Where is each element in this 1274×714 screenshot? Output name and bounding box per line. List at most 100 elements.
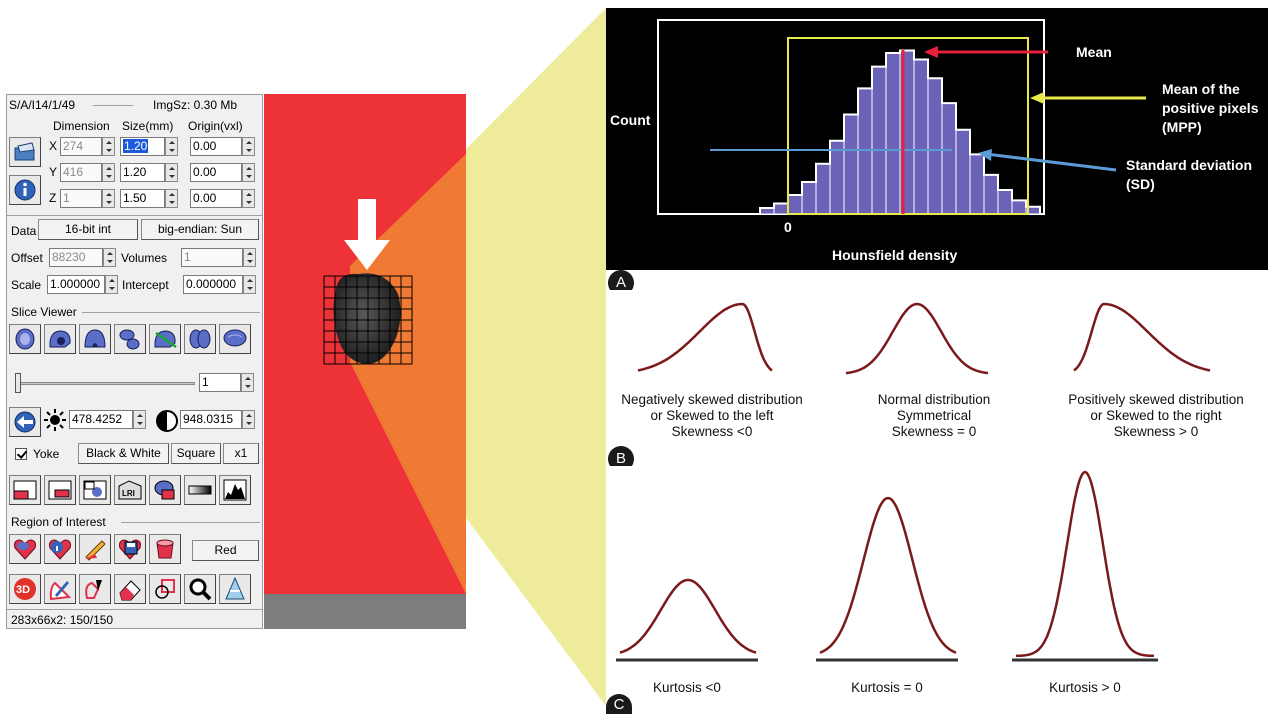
3d-icon: 3D — [14, 578, 36, 600]
intercept-field[interactable]: 0.000000 — [183, 275, 243, 294]
brain-side-button[interactable] — [219, 324, 251, 354]
brain-axial-button[interactable] — [9, 324, 41, 354]
scale-stepper[interactable] — [105, 275, 118, 294]
pen-draw-button[interactable] — [44, 574, 76, 604]
data-type-button[interactable]: 16-bit int — [38, 219, 138, 240]
layout-one-button[interactable] — [9, 475, 41, 505]
roi-save-icon — [119, 539, 141, 560]
roi-heart-button[interactable] — [9, 534, 41, 564]
origin-x-stepper[interactable] — [242, 137, 255, 156]
gradient-button[interactable] — [184, 475, 216, 505]
brain-line-icon — [154, 330, 177, 349]
dim-x-stepper[interactable] — [102, 137, 115, 156]
brain-render-button[interactable] — [114, 324, 146, 354]
roi-save-button[interactable] — [114, 534, 146, 564]
scale-field[interactable]: 1.000000 — [47, 275, 105, 294]
histogram-bar — [913, 59, 929, 215]
brain-coronal-button[interactable] — [79, 324, 111, 354]
svg-text:LRI: LRI — [122, 489, 135, 498]
zero-label: 0 — [784, 219, 792, 235]
histogram-button[interactable] — [219, 475, 251, 505]
brain-side-icon — [223, 329, 247, 347]
origin-z-field[interactable]: 0.00 — [190, 189, 242, 208]
endian-button[interactable]: big-endian: Sun — [141, 219, 259, 240]
intercept-stepper[interactable] — [243, 275, 256, 294]
offset-stepper[interactable] — [103, 248, 116, 267]
panel-a-histogram: Count 0 Hounsfield density Mean Mean of … — [606, 8, 1268, 270]
histogram-bar — [997, 189, 1013, 215]
size-x-field[interactable]: 1.20 — [120, 137, 165, 156]
eraser-button[interactable] — [114, 574, 146, 604]
axis-y-label: Y — [49, 165, 58, 179]
brightness-field[interactable]: 478.4252 — [69, 410, 133, 429]
offset-label: Offset — [11, 251, 43, 265]
slice-number-field[interactable]: 1 — [199, 373, 241, 392]
layout-three-button[interactable] — [79, 475, 111, 505]
size-z-stepper[interactable] — [165, 189, 178, 208]
brain-top-button[interactable] — [184, 324, 216, 354]
volumes-stepper[interactable] — [243, 248, 256, 267]
roi-pencil-button[interactable] — [79, 534, 111, 564]
histogram-bar — [773, 203, 789, 215]
slice-slider-track[interactable] — [15, 382, 195, 385]
zoom-button[interactable]: x1 — [223, 443, 259, 464]
lesion-nodule — [333, 273, 401, 365]
data-label: Data — [11, 224, 37, 238]
volumes-field[interactable]: 1 — [181, 248, 243, 267]
kurtosis-curves — [616, 470, 1158, 662]
slice-number-stepper[interactable] — [241, 373, 254, 392]
zoom-wedge-orange — [350, 154, 466, 594]
brain-line-button[interactable] — [149, 324, 181, 354]
origin-y-field[interactable]: 0.00 — [190, 163, 242, 182]
brightness-stepper[interactable] — [133, 410, 146, 429]
square-button[interactable]: Square — [171, 443, 221, 464]
origin-x-field[interactable]: 0.00 — [190, 137, 242, 156]
size-y-stepper[interactable] — [165, 163, 178, 182]
pen-draw-icon — [49, 581, 72, 601]
colormap-button[interactable]: Black & White — [78, 443, 169, 464]
leptokurtic-curve — [1015, 470, 1155, 658]
brain-sagittal-icon — [49, 330, 71, 348]
layout-mosaic-button[interactable]: LRI — [114, 475, 146, 505]
dim-z-stepper[interactable] — [102, 189, 115, 208]
roi-shapes-button[interactable] — [149, 574, 181, 604]
dim-y-stepper[interactable] — [102, 163, 115, 182]
slice-slider-thumb[interactable] — [15, 373, 21, 393]
dim-z-field[interactable]: 1 — [60, 189, 102, 208]
freehand-button[interactable] — [79, 574, 111, 604]
histogram-icon — [223, 479, 247, 501]
info-button[interactable] — [9, 175, 41, 205]
contrast-field[interactable]: 948.0315 — [180, 410, 242, 429]
open-image-button[interactable] — [9, 137, 41, 167]
size-y-field[interactable]: 1.20 — [120, 163, 165, 182]
brain-render-icon — [119, 329, 140, 350]
roi-info-button[interactable] — [44, 534, 76, 564]
reset-view-button[interactable] — [9, 407, 41, 437]
origin-z-stepper[interactable] — [242, 189, 255, 208]
histogram-chart — [657, 19, 1146, 215]
histogram-outline — [759, 49, 1041, 214]
size-z-field[interactable]: 1.50 — [120, 189, 165, 208]
offset-field[interactable]: 88230 — [49, 248, 103, 267]
roi-bucket-button[interactable] — [149, 534, 181, 564]
layout-two-icon — [48, 480, 72, 500]
size-x-stepper[interactable] — [165, 137, 178, 156]
histogram-bar — [829, 140, 845, 215]
platykurtic-curve — [619, 578, 757, 654]
layout-two-button[interactable] — [44, 475, 76, 505]
magnifier-button[interactable] — [184, 574, 216, 604]
dim-y-field[interactable]: 416 — [60, 163, 102, 182]
yoke-checkbox[interactable] — [15, 448, 27, 460]
histogram-bar — [955, 129, 971, 215]
origin-y-stepper[interactable] — [242, 163, 255, 182]
info-icon — [14, 179, 36, 201]
cone-button[interactable] — [219, 574, 251, 604]
brain-sagittal-button[interactable] — [44, 324, 76, 354]
layout-overlay-button[interactable] — [149, 475, 181, 505]
contrast-stepper[interactable] — [242, 410, 255, 429]
dim-x-field[interactable]: 274 — [60, 137, 102, 156]
roi-color-button[interactable]: Red — [192, 540, 259, 561]
image-name: S/A/I14/1/49 — [9, 98, 76, 112]
3d-button[interactable]: 3D — [9, 574, 41, 604]
